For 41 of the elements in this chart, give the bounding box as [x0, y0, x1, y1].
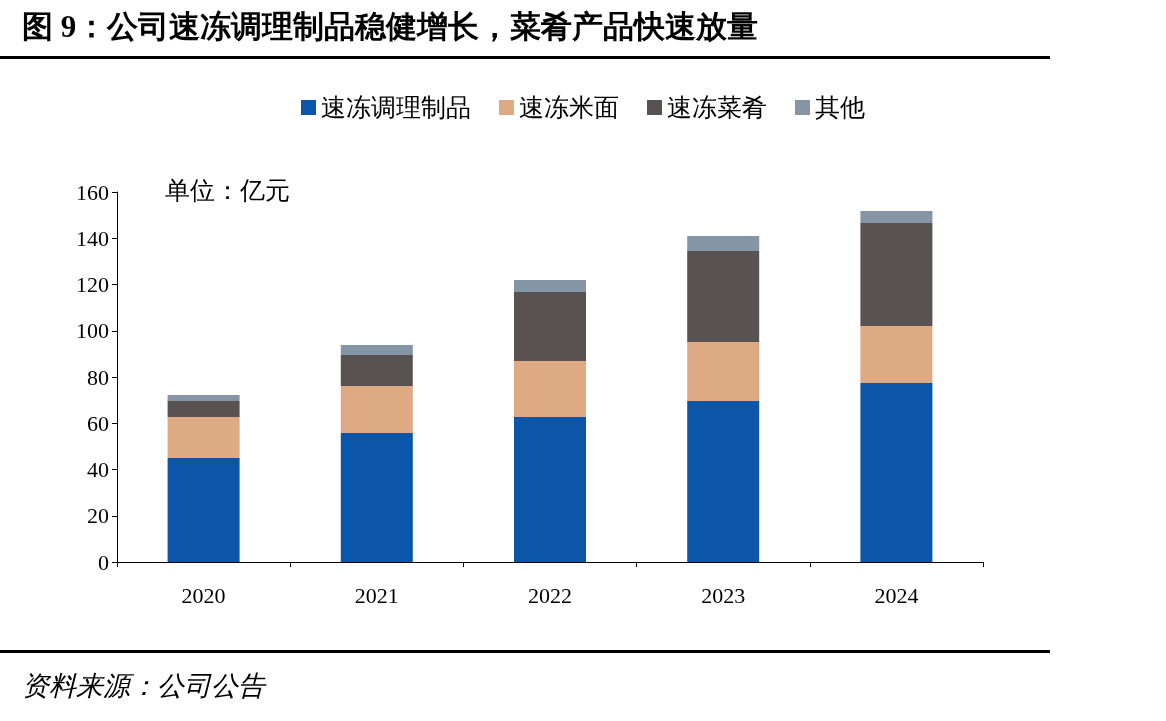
bar: [860, 383, 933, 562]
bar: [687, 401, 760, 562]
annotation: 单位：亿元: [165, 177, 290, 204]
bar: [687, 235, 760, 251]
bar: [340, 355, 413, 387]
chart-title: 图 9：公司速冻调理制品稳健增长，菜肴产品快速放量: [22, 8, 759, 46]
bar: [340, 432, 413, 562]
bar: [514, 291, 586, 362]
x-tick-label: 2023: [701, 582, 746, 608]
x-tick-label: 2024: [874, 582, 919, 608]
bar: [167, 457, 240, 562]
bar: [167, 395, 240, 402]
legend-label: 速冻米面: [519, 94, 619, 121]
bar: [167, 417, 240, 458]
legend-label: 速冻调理制品: [321, 94, 471, 121]
y-tick-label: 80: [87, 364, 109, 390]
bar: [514, 361, 586, 418]
legend-label: 速冻菜肴: [667, 94, 767, 121]
text: 资料来源：公司公告: [22, 670, 265, 703]
bar: [340, 386, 413, 433]
x-tick-label: 2021: [354, 582, 399, 608]
y-tick-label: 0: [98, 549, 109, 575]
bar: [514, 280, 586, 292]
bar: [860, 222, 933, 326]
legend-label: 其他: [815, 94, 865, 121]
bar: [340, 345, 413, 356]
y-tick-label: 60: [87, 410, 109, 436]
y-tick-label: 100: [76, 318, 109, 344]
y-tick-label: 140: [76, 225, 109, 251]
bar: [860, 325, 933, 384]
y-tick-label: 40: [87, 457, 109, 482]
y-tick-label: 20: [87, 503, 109, 529]
bar: [167, 401, 240, 418]
y-tick-label: 120: [76, 272, 109, 297]
x-tick-label: 2020: [181, 582, 226, 608]
bar: [687, 250, 760, 343]
bar: [687, 342, 760, 402]
bar: [514, 417, 586, 562]
y-tick-label: 160: [76, 179, 109, 205]
x-tick-label: 2022: [528, 582, 572, 608]
bar: [860, 210, 933, 223]
